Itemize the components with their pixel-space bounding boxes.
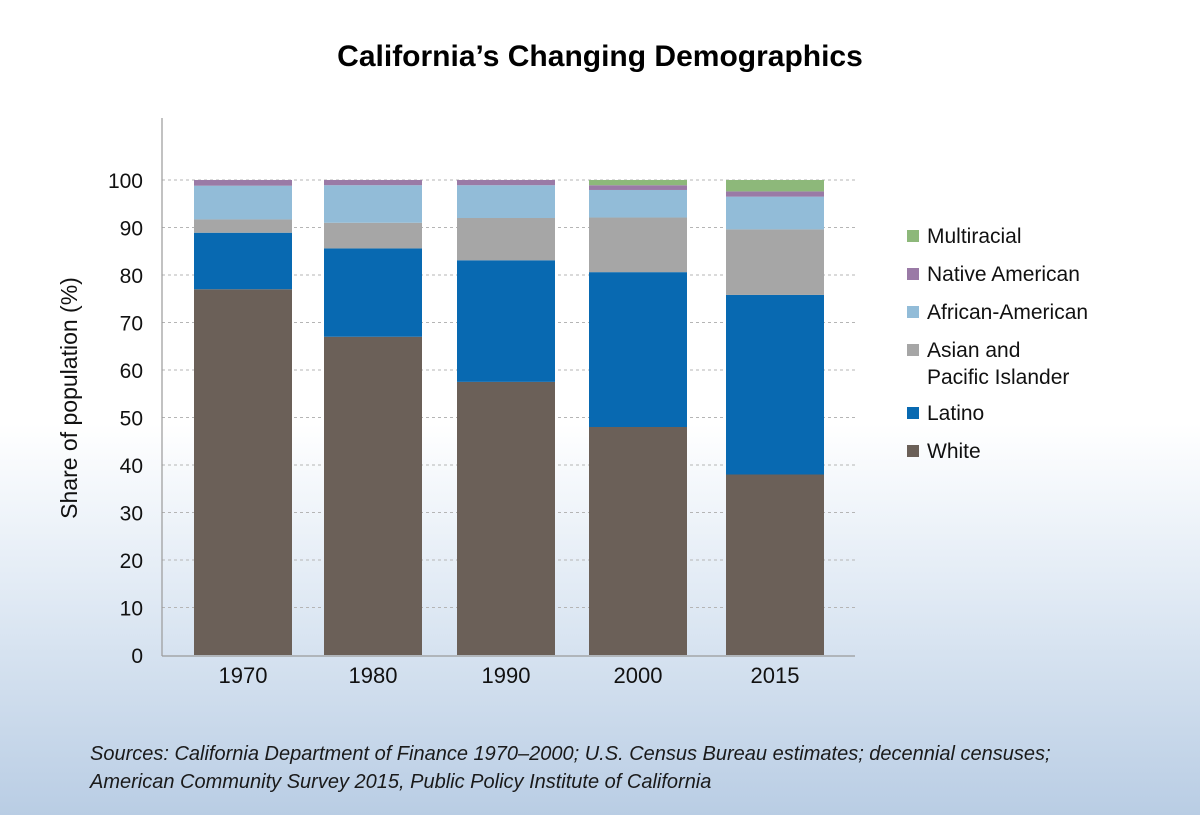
x-tick-label-1980: 1980 [349, 663, 398, 688]
y-tick-label-60: 60 [120, 360, 143, 383]
axes: 0 10 20 30 40 50 60 70 80 90 100 1970 1980 1990 2000 20… [56, 118, 855, 688]
sources-note: Sources: California Department of Financ… [90, 740, 1180, 796]
bar-segment-1970-white [194, 289, 292, 655]
bar-segment-2000-multiracial [589, 180, 687, 186]
bar-segment-2015-latino [726, 294, 824, 475]
y-tick-label-30: 30 [120, 503, 143, 526]
x-tick-label-2015: 2015 [751, 663, 800, 688]
bar-segment-1980-white [324, 336, 422, 655]
bar-segment-2015-african-american [726, 196, 824, 230]
y-axis-label: Share of population (%) [56, 277, 82, 519]
bar-segment-1970-african-american [194, 185, 292, 220]
bar-segment-2015-white [726, 474, 824, 655]
legend-label-asian-and-pacific-islander-line-2: Pacific Islander [927, 366, 1069, 389]
x-tick-label-2000: 2000 [614, 663, 663, 688]
bar-segment-2015-native-american [726, 191, 824, 197]
legend-label-african-american: African-American [927, 301, 1088, 324]
bar-segment-1990-latino [457, 260, 555, 382]
legend-label-white: White [927, 440, 981, 463]
legend-swatch-asian-and-pacific-islander [907, 344, 919, 356]
bar-segment-1970-asian-and-pacific-islander [194, 219, 292, 233]
legend-label-asian-and-pacific-islander-line-1: Asian and [927, 339, 1020, 362]
sources-line-2: American Community Survey 2015, Public P… [90, 771, 712, 793]
bar-segment-1980-latino [324, 248, 422, 337]
y-tick-label-10: 10 [120, 598, 143, 621]
y-tick-label-20: 20 [120, 550, 143, 573]
y-tick-label-80: 80 [120, 265, 143, 288]
bar-segment-2015-multiracial [726, 180, 824, 192]
legend-label-native-american: Native American [927, 263, 1080, 286]
bar-segment-1990-white [457, 381, 555, 655]
y-tick-label-40: 40 [120, 455, 143, 478]
bar-segment-2000-native-american [589, 185, 687, 190]
bar-segment-1970-native-american [194, 180, 292, 186]
bar-segment-2000-latino [589, 272, 687, 427]
bar-segment-1980-asian-and-pacific-islander [324, 222, 422, 249]
bar-segment-1990-african-american [457, 185, 555, 218]
legend-label-multiracial: Multiracial [927, 225, 1022, 248]
legend-swatch-native-american [907, 268, 919, 280]
x-tick-label-1990: 1990 [482, 663, 531, 688]
legend-swatch-latino [907, 407, 919, 419]
chart-title: California’s Changing Demographics [337, 40, 863, 73]
sources-line-1: Sources: California Department of Financ… [90, 743, 1051, 765]
bars [194, 180, 824, 655]
y-tick-label-100: 100 [108, 170, 143, 193]
bar-segment-1990-asian-and-pacific-islander [457, 218, 555, 261]
bar-segment-1990-native-american [457, 180, 555, 186]
bar-segment-2000-asian-and-pacific-islander [589, 217, 687, 273]
bar-segment-1970-latino [194, 232, 292, 290]
y-tick-label-50: 50 [120, 408, 143, 431]
y-tick-label-70: 70 [120, 313, 143, 336]
bar-segment-2015-asian-and-pacific-islander [726, 229, 824, 295]
legend-swatch-multiracial [907, 230, 919, 242]
legend-label-latino: Latino [927, 402, 984, 425]
y-tick-label-0: 0 [131, 645, 143, 668]
x-tick-label-1970: 1970 [219, 663, 268, 688]
y-tick-label-90: 90 [120, 218, 143, 241]
bar-segment-1980-african-american [324, 185, 422, 223]
bar-segment-2000-african-american [589, 189, 687, 218]
legend: Multiracial Native American African-Americ… [907, 225, 1088, 463]
legend-swatch-white [907, 445, 919, 457]
legend-swatch-african-american [907, 306, 919, 318]
bar-segment-1980-native-american [324, 180, 422, 186]
bar-segment-2000-white [589, 427, 687, 655]
